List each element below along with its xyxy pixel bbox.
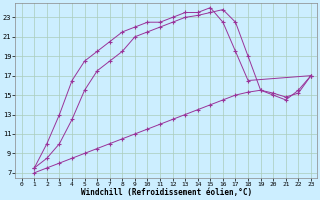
X-axis label: Windchill (Refroidissement éolien,°C): Windchill (Refroidissement éolien,°C) bbox=[81, 188, 252, 197]
